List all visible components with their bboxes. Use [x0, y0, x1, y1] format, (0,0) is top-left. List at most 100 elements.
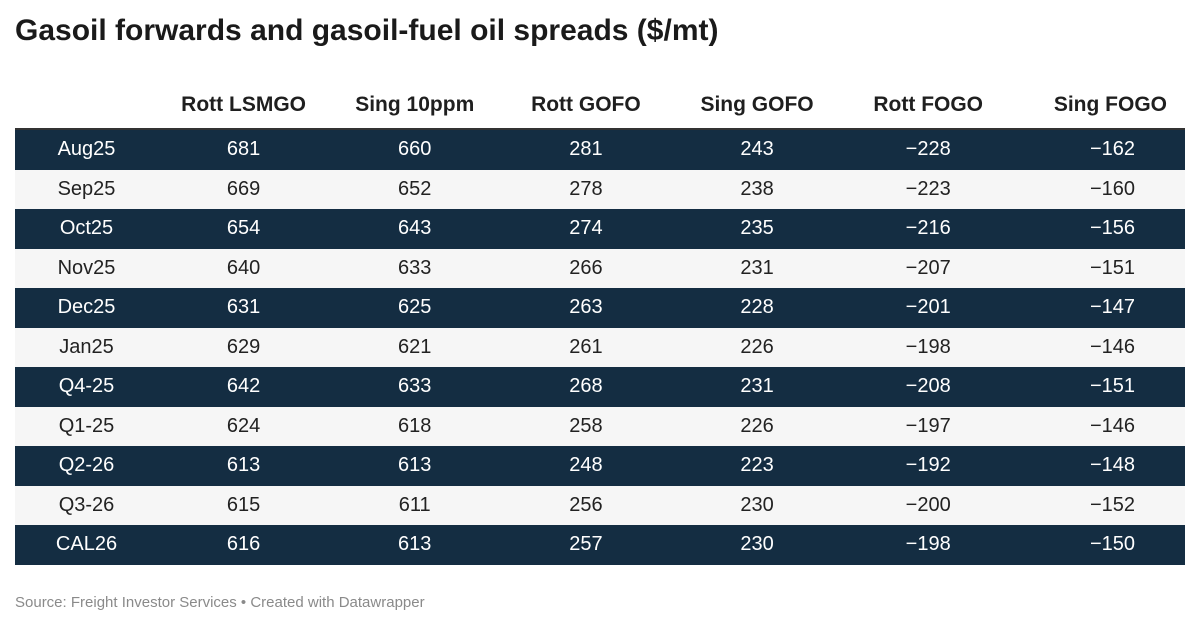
- value-cell: 613: [329, 446, 501, 486]
- source-note: Source: Freight Investor Services • Crea…: [15, 594, 425, 611]
- value-cell: 613: [158, 446, 330, 486]
- value-cell: 243: [671, 129, 843, 170]
- value-cell: 613: [329, 525, 501, 565]
- value-cell: 618: [329, 406, 501, 446]
- row-label-cell: Oct25: [15, 209, 158, 249]
- row-label-cell: Jan25: [15, 327, 158, 367]
- value-cell: 652: [329, 169, 501, 209]
- table-row: Oct25 654 643 274 235 −216 −156: [15, 209, 1185, 249]
- value-cell: −156: [1013, 209, 1185, 249]
- table-header-row: Rott LSMGO Sing 10ppm Rott GOFO Sing GOF…: [15, 82, 1185, 130]
- value-cell: −200: [842, 485, 1014, 525]
- header-sing-fogo: Sing FOGO: [1013, 82, 1185, 130]
- value-cell: 654: [158, 209, 330, 249]
- value-cell: −228: [842, 129, 1014, 170]
- row-label-cell: Q4-25: [15, 367, 158, 407]
- value-cell: 231: [671, 248, 843, 288]
- value-cell: 263: [500, 288, 672, 328]
- header-sing-10ppm: Sing 10ppm: [329, 82, 501, 130]
- value-cell: 248: [500, 446, 672, 486]
- table-row: Dec25 631 625 263 228 −201 −147: [15, 288, 1185, 328]
- row-label-cell: CAL26: [15, 525, 158, 565]
- header-row-label: [15, 82, 158, 130]
- value-cell: 274: [500, 209, 672, 249]
- value-cell: −207: [842, 248, 1014, 288]
- table-row: Q3-26 615 611 256 230 −200 −152: [15, 485, 1185, 525]
- value-cell: −223: [842, 169, 1014, 209]
- value-cell: 238: [671, 169, 843, 209]
- table-row: CAL26 616 613 257 230 −198 −150: [15, 525, 1185, 565]
- value-cell: 256: [500, 485, 672, 525]
- chart-title: Gasoil forwards and gasoil-fuel oil spre…: [15, 14, 719, 47]
- row-label-cell: Dec25: [15, 288, 158, 328]
- value-cell: −197: [842, 406, 1014, 446]
- value-cell: −198: [842, 327, 1014, 367]
- value-cell: 223: [671, 446, 843, 486]
- value-cell: −216: [842, 209, 1014, 249]
- value-cell: −198: [842, 525, 1014, 565]
- row-label-cell: Q3-26: [15, 485, 158, 525]
- value-cell: 642: [158, 367, 330, 407]
- value-cell: 228: [671, 288, 843, 328]
- table-body: Aug25 681 660 281 243 −228 −162 Sep25 669 652 278 2…: [15, 129, 1185, 565]
- value-cell: 231: [671, 367, 843, 407]
- value-cell: 631: [158, 288, 330, 328]
- table-row: Sep25 669 652 278 238 −223 −160: [15, 169, 1185, 209]
- value-cell: −162: [1013, 129, 1185, 170]
- header-rott-gofo: Rott GOFO: [500, 82, 672, 130]
- value-cell: −150: [1013, 525, 1185, 565]
- value-cell: −152: [1013, 485, 1185, 525]
- value-cell: −192: [842, 446, 1014, 486]
- value-cell: −146: [1013, 327, 1185, 367]
- row-label-cell: Q1-25: [15, 406, 158, 446]
- value-cell: −151: [1013, 248, 1185, 288]
- value-cell: 625: [329, 288, 501, 328]
- value-cell: 681: [158, 129, 330, 170]
- value-cell: 633: [329, 248, 501, 288]
- table-row: Aug25 681 660 281 243 −228 −162: [15, 129, 1185, 170]
- value-cell: −201: [842, 288, 1014, 328]
- value-cell: −148: [1013, 446, 1185, 486]
- value-cell: −160: [1013, 169, 1185, 209]
- value-cell: 266: [500, 248, 672, 288]
- value-cell: 643: [329, 209, 501, 249]
- table-row: Nov25 640 633 266 231 −207 −151: [15, 248, 1185, 288]
- value-cell: −146: [1013, 406, 1185, 446]
- value-cell: 235: [671, 209, 843, 249]
- value-cell: 633: [329, 367, 501, 407]
- data-table-container: Rott LSMGO Sing 10ppm Rott GOFO Sing GOF…: [15, 82, 1185, 565]
- value-cell: −151: [1013, 367, 1185, 407]
- value-cell: 669: [158, 169, 330, 209]
- value-cell: 611: [329, 485, 501, 525]
- row-label-cell: Sep25: [15, 169, 158, 209]
- value-cell: 281: [500, 129, 672, 170]
- table-row: Jan25 629 621 261 226 −198 −146: [15, 327, 1185, 367]
- value-cell: 615: [158, 485, 330, 525]
- value-cell: 616: [158, 525, 330, 565]
- value-cell: 257: [500, 525, 672, 565]
- value-cell: 660: [329, 129, 501, 170]
- value-cell: −208: [842, 367, 1014, 407]
- value-cell: 629: [158, 327, 330, 367]
- value-cell: 268: [500, 367, 672, 407]
- table-row: Q4-25 642 633 268 231 −208 −151: [15, 367, 1185, 407]
- value-cell: 621: [329, 327, 501, 367]
- value-cell: 258: [500, 406, 672, 446]
- value-cell: 278: [500, 169, 672, 209]
- value-cell: 640: [158, 248, 330, 288]
- header-rott-fogo: Rott FOGO: [842, 82, 1014, 130]
- value-cell: −147: [1013, 288, 1185, 328]
- row-label-cell: Nov25: [15, 248, 158, 288]
- value-cell: 226: [671, 406, 843, 446]
- header-rott-lsmgo: Rott LSMGO: [158, 82, 330, 130]
- table-row: Q1-25 624 618 258 226 −197 −146: [15, 406, 1185, 446]
- value-cell: 230: [671, 485, 843, 525]
- value-cell: 624: [158, 406, 330, 446]
- row-label-cell: Q2-26: [15, 446, 158, 486]
- header-sing-gofo: Sing GOFO: [671, 82, 843, 130]
- row-label-cell: Aug25: [15, 129, 158, 170]
- value-cell: 230: [671, 525, 843, 565]
- value-cell: 226: [671, 327, 843, 367]
- data-table: Rott LSMGO Sing 10ppm Rott GOFO Sing GOF…: [15, 82, 1185, 565]
- value-cell: 261: [500, 327, 672, 367]
